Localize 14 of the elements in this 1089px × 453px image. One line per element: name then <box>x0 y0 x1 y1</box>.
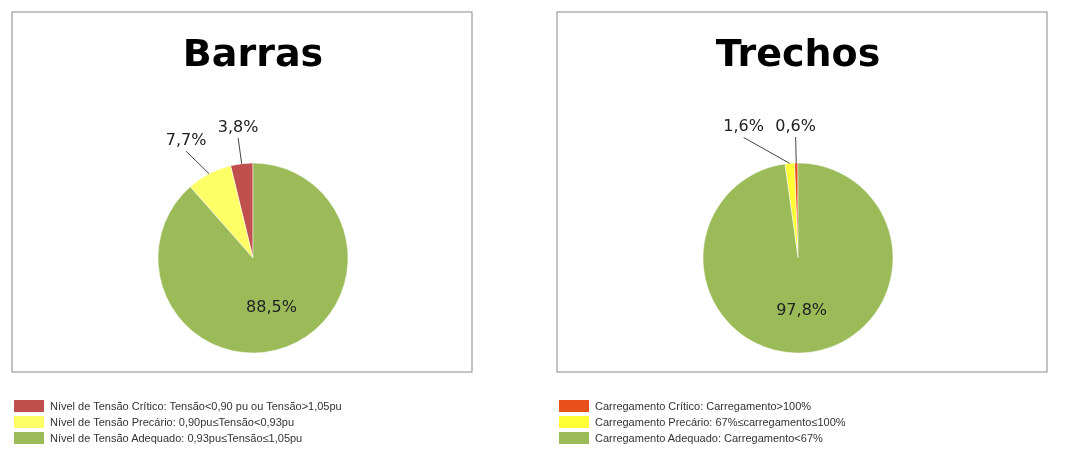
chart-title: Trechos <box>715 31 881 75</box>
legend-label: Carregamento Precário: 67%≤carregamento≤100% <box>595 416 846 428</box>
data-label: 3,8% <box>217 116 259 136</box>
legend-label: Carregamento Crítico: Carregamento>100% <box>595 400 812 412</box>
legend-label: Carregamento Adequado: Carregamento<67% <box>595 432 824 444</box>
chart-title: Barras <box>182 31 324 75</box>
data-label: 88,5% <box>246 296 297 316</box>
legend-label: Nível de Tensão Precário: 0,90pu≤Tensão<0,93pu <box>50 416 295 428</box>
data-label: 1,6% <box>723 116 764 136</box>
data-label: 0,6% <box>775 116 816 136</box>
data-label: 7,7% <box>165 130 207 150</box>
legend-label: Nível de Tensão Adequado: 0,93pu≤Tensão≤1,05pu <box>50 432 303 444</box>
data-label: 97,8% <box>776 300 828 320</box>
legend-label: Nível de Tensão Crítico: Tensão<0,90 pu ou Tensão>1,05pu <box>50 400 342 412</box>
